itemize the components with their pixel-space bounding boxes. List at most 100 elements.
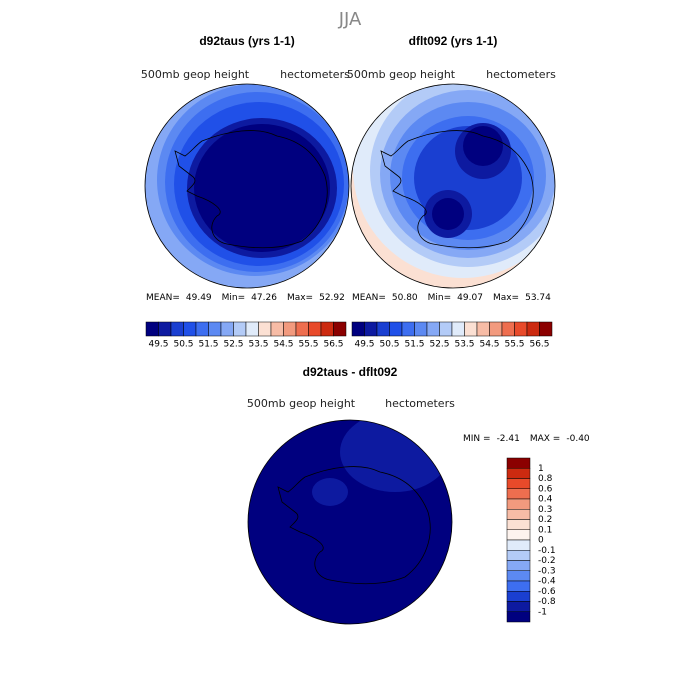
colorbar-box <box>506 550 531 561</box>
map-difference <box>247 419 453 625</box>
colorbar-label: 51.5 <box>198 340 218 350</box>
colorbar-label: 53.5 <box>248 340 268 350</box>
colorbar-label: 0.3 <box>538 505 552 515</box>
colorbar-label: 52.5 <box>223 340 243 350</box>
colorbar-label: 50.5 <box>173 340 193 350</box>
stat-label: Max= <box>493 293 519 303</box>
stat-value: 49.07 <box>457 293 483 303</box>
stat-label: MIN = <box>463 434 491 444</box>
units-label: hectometers <box>385 397 455 410</box>
colorbar-label: -0.3 <box>538 566 556 576</box>
colorbar-box <box>506 539 531 551</box>
colorbar-box <box>476 321 490 337</box>
colorbar-box <box>351 321 365 337</box>
stat-label: Max= <box>287 293 313 303</box>
colorbar-label: 1 <box>538 464 544 474</box>
colorbar-box <box>506 529 531 541</box>
colorbar-label: 0 <box>538 536 544 546</box>
figure-title: JJA <box>338 9 362 30</box>
colorbar-box <box>506 478 531 489</box>
colorbar-box <box>245 321 259 337</box>
colorbar-label: -0.4 <box>538 577 556 587</box>
colorbar-box <box>376 321 390 337</box>
colorbar-box <box>439 321 453 337</box>
colorbar-label: 54.5 <box>479 340 499 350</box>
stat-label: MAX = <box>530 434 561 444</box>
colorbar-label: 0.6 <box>538 484 553 494</box>
units-label: hectometers <box>280 68 350 81</box>
colorbar-label: 56.5 <box>323 340 343 350</box>
colorbar-box <box>389 321 403 337</box>
colorbar-box <box>506 498 531 510</box>
colorbar-label: 56.5 <box>529 340 549 350</box>
colorbar-box <box>506 611 531 623</box>
colorbar-box <box>258 321 272 337</box>
colorbar-box <box>539 321 553 337</box>
colorbar-label: 0.4 <box>538 495 553 505</box>
colorbar-box <box>170 321 184 337</box>
colorbar-box <box>333 321 347 337</box>
stat-label: Min= <box>428 293 452 303</box>
colorbar-box <box>233 321 247 337</box>
colorbar-label: -0.2 <box>538 556 556 566</box>
colorbar-label: 0.2 <box>538 515 552 525</box>
colorbar-box <box>270 321 284 337</box>
field-label: 500mb geop height <box>347 68 456 81</box>
colorbar-box <box>501 321 515 337</box>
colorbar-box <box>308 321 322 337</box>
colorbar-box <box>506 457 531 469</box>
colorbar-label: 54.5 <box>273 340 293 350</box>
stat-value: 50.80 <box>392 293 418 303</box>
colorbar-label: -1 <box>538 607 547 617</box>
colorbar-label: 52.5 <box>429 340 449 350</box>
colorbar-label: 55.5 <box>298 340 318 350</box>
colorbar-box <box>506 591 531 602</box>
stats: MEAN= 50.80 Min= 49.07 Max= 53.74 <box>352 293 551 303</box>
colorbar-box <box>220 321 234 337</box>
colorbar-label: -0.1 <box>538 546 556 556</box>
field-label: 500mb geop height <box>141 68 250 81</box>
colorbar-label: -0.8 <box>538 597 556 607</box>
field-label: 500mb geop height <box>247 397 356 410</box>
colorbar-box <box>145 321 159 337</box>
colorbar-box <box>506 570 531 582</box>
colorbar-label: 53.5 <box>454 340 474 350</box>
colorbar-box <box>506 601 531 612</box>
stat-value: 52.92 <box>319 293 345 303</box>
stat-value: 53.74 <box>525 293 551 303</box>
stat-label: MEAN= <box>146 293 180 303</box>
colorbar-label: 0.1 <box>538 525 552 535</box>
colorbar-box <box>506 468 531 479</box>
panel-title: d92taus (yrs 1-1) <box>199 34 294 48</box>
panel-title: dflt092 (yrs 1-1) <box>409 34 498 48</box>
stat-value: -0.40 <box>566 434 590 444</box>
colorbar-box <box>364 321 378 337</box>
stats: MIN = -2.41 MAX = -0.40 <box>463 434 590 444</box>
colorbar-label: -0.6 <box>538 587 556 597</box>
colorbar-box <box>506 560 531 571</box>
colorbar-label: 51.5 <box>404 340 424 350</box>
colorbar-box <box>506 488 531 500</box>
stat-value: 49.49 <box>186 293 212 303</box>
colorbar-box <box>195 321 209 337</box>
colorbar-box <box>506 519 531 530</box>
colorbar-label: 0.8 <box>538 474 553 484</box>
colorbar-box <box>426 321 440 337</box>
colorbar-label: 55.5 <box>504 340 524 350</box>
colorbar-box <box>506 580 531 592</box>
colorbar-box <box>295 321 309 337</box>
colorbar-box <box>401 321 415 337</box>
colorbar-box <box>320 321 334 337</box>
map-left <box>144 83 350 289</box>
colorbar-box <box>489 321 503 337</box>
colorbar-box <box>464 321 478 337</box>
colorbar-box <box>208 321 222 337</box>
stat-value: -2.41 <box>497 434 520 444</box>
colorbar-box <box>283 321 297 337</box>
colorbar-box <box>414 321 428 337</box>
colorbar-label: 50.5 <box>379 340 399 350</box>
colorbar-box <box>514 321 528 337</box>
stat-label: Min= <box>222 293 246 303</box>
stat-value: 47.26 <box>251 293 277 303</box>
